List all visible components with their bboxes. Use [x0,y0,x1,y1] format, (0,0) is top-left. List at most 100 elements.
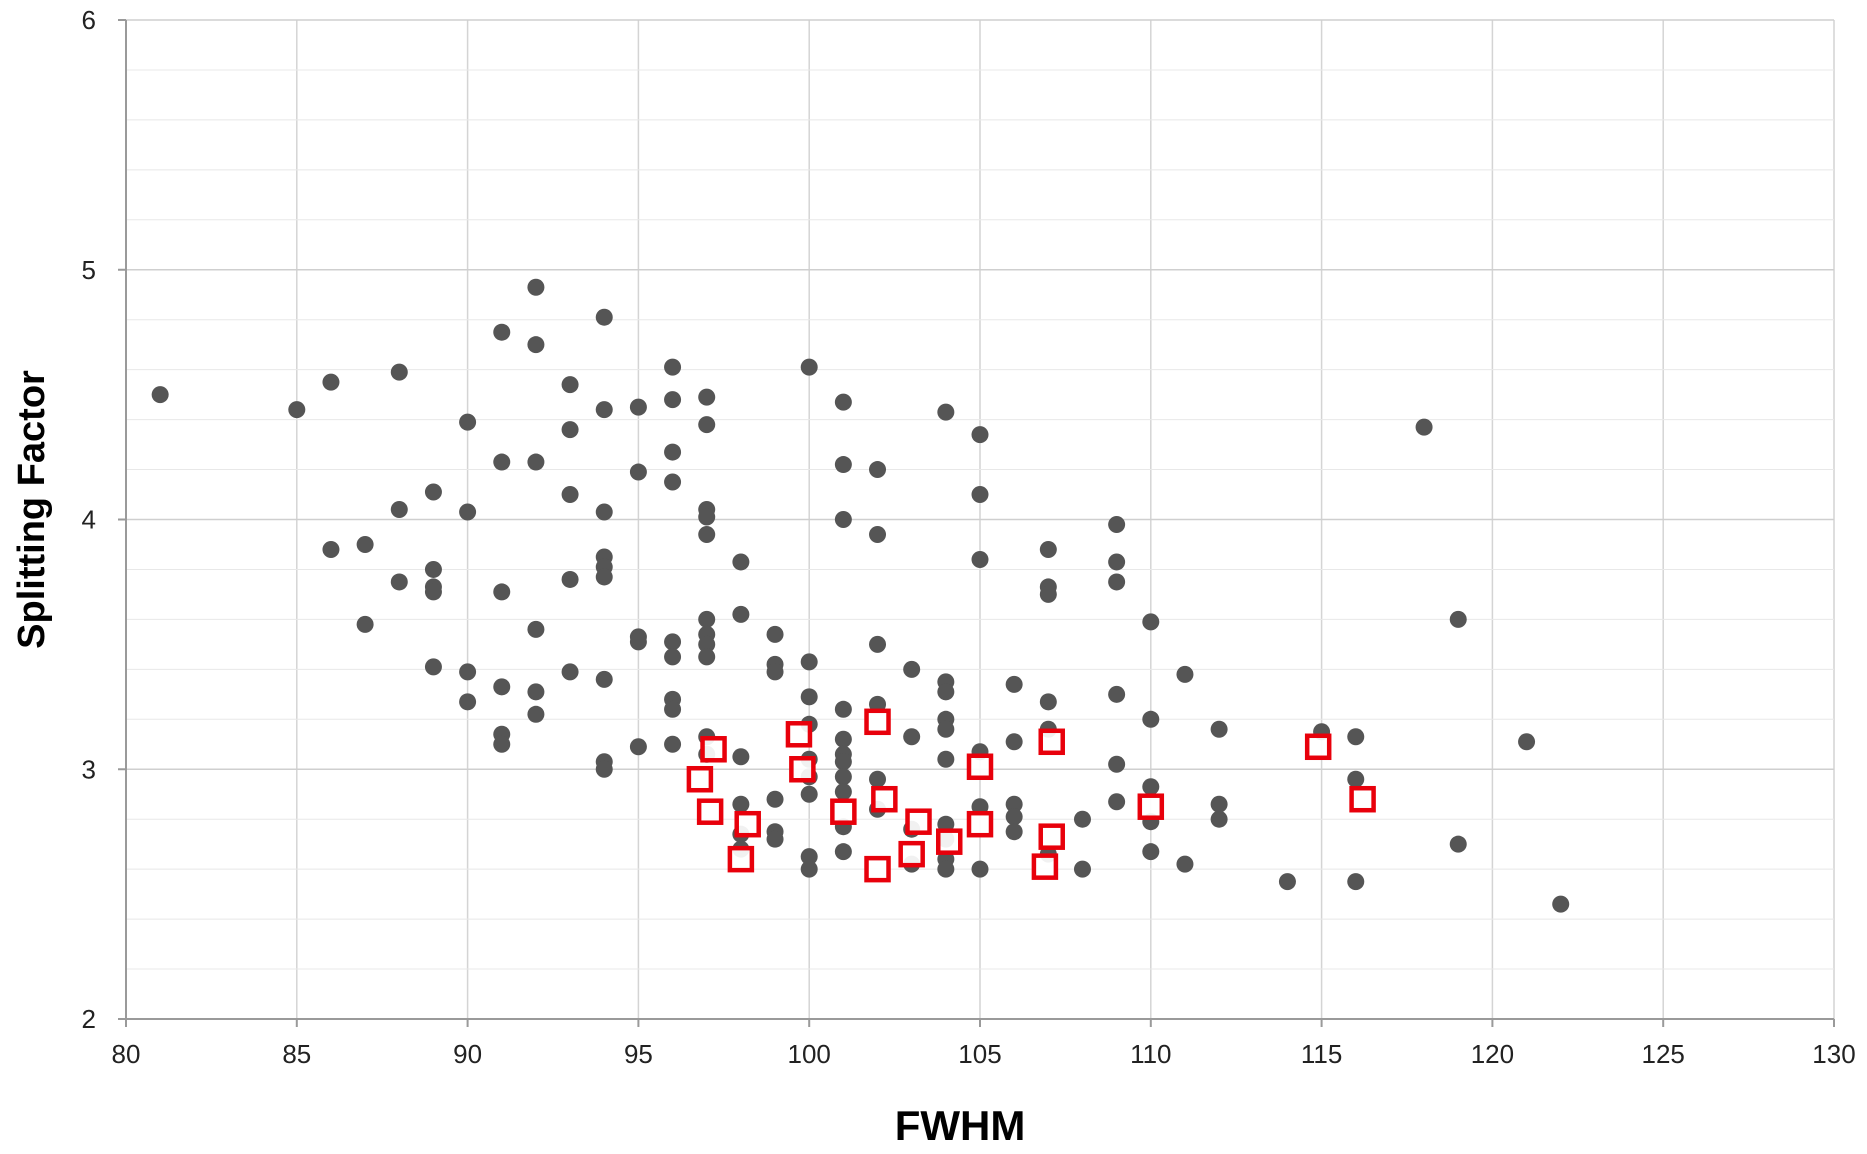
data-point-circle [595,670,613,688]
data-point-square [966,753,994,781]
series-2 [686,708,1376,883]
data-point-square [830,798,857,825]
data-point-circle [732,553,750,571]
data-point-circle [834,456,852,474]
data-point-square [789,756,816,783]
data-point-circle [1108,553,1126,571]
data-point-square [785,721,813,748]
data-point-circle [937,720,955,738]
data-point-circle [629,738,647,756]
data-point-circle [459,693,477,711]
series [151,278,1570,913]
data-point-square [864,708,891,736]
data-point-circle [971,860,989,878]
x-tick-label: 125 [1642,1039,1685,1069]
data-point-circle [1073,860,1091,878]
y-tick-label: 6 [82,5,96,35]
data-point-circle [834,768,852,786]
y-tick-label: 2 [82,1004,96,1034]
data-point-circle [1108,573,1126,591]
x-tick-label: 115 [1301,1039,1342,1069]
data-point-circle [766,663,784,681]
y-axis-title: Splitting Factor [11,370,53,649]
data-point-circle [595,401,613,419]
data-point-circle [732,748,750,766]
data-point-circle [937,683,955,701]
data-point-circle [595,760,613,778]
data-point-square [864,855,891,883]
data-point-circle [561,663,579,681]
data-point-circle [903,728,921,746]
data-point-square [1038,823,1065,850]
data-point-circle [1552,895,1570,913]
data-point-circle [664,633,682,651]
data-point-circle [1210,810,1228,828]
data-point-circle [1518,733,1536,751]
data-point-circle [732,605,750,623]
data-point-square [1304,733,1332,761]
data-point-circle [698,388,716,406]
data-point-circle [356,615,374,633]
data-point-circle [698,648,716,666]
data-point-square [905,808,932,835]
data-point-square [727,845,755,873]
data-point-circle [834,783,852,801]
data-point-circle [664,391,682,409]
data-point-circle [561,376,579,394]
data-point-circle [459,503,477,521]
data-point-circle [1039,585,1057,603]
data-point-circle [1449,610,1467,628]
data-point-circle [903,660,921,678]
data-point-circle [800,860,818,878]
data-point-circle [869,525,887,543]
data-point-circle [1210,795,1228,813]
data-point-circle [732,795,750,813]
data-point-circle [664,735,682,753]
data-point-square [1137,793,1165,820]
data-point-circle [834,730,852,748]
data-point-circle [527,453,545,471]
data-point-circle [1108,755,1126,773]
data-point-circle [664,473,682,491]
x-tick-label: 130 [1812,1039,1855,1069]
data-point-circle [390,363,408,381]
data-point-square [871,785,898,813]
data-point-circle [834,393,852,411]
data-point-circle [493,323,511,341]
data-point-circle [1142,613,1160,631]
data-point-circle [629,398,647,416]
data-point-circle [664,358,682,376]
data-point-circle [664,700,682,718]
data-point-circle [971,486,989,504]
data-point-circle [151,386,169,404]
x-tick-label: 90 [453,1039,482,1069]
data-point-circle [971,426,989,444]
data-point-circle [937,403,955,421]
data-point-circle [1210,720,1228,738]
data-point-circle [1347,728,1365,746]
data-point-circle [1142,843,1160,861]
data-point-circle [834,511,852,528]
data-point-circle [1415,418,1433,436]
series-1 [151,278,1570,913]
data-point-circle [766,830,784,848]
data-point-circle [1347,873,1365,891]
data-point-square [734,810,761,838]
x-tick-label: 85 [282,1039,311,1069]
y-tick-label: 5 [82,255,96,285]
data-point-circle [937,860,955,878]
data-point-circle [1142,710,1160,728]
data-point-circle [424,583,442,601]
data-point-circle [1005,675,1023,693]
data-point-circle [1005,808,1023,826]
data-point-circle [800,785,818,803]
data-point-circle [322,373,340,391]
data-point-circle [1039,540,1057,558]
data-point-circle [1347,770,1365,788]
y-tick-labels: 2 3 4 5 6 [82,5,126,1034]
data-point-circle [424,658,442,676]
data-point-circle [629,633,647,651]
data-point-circle [1108,793,1126,811]
